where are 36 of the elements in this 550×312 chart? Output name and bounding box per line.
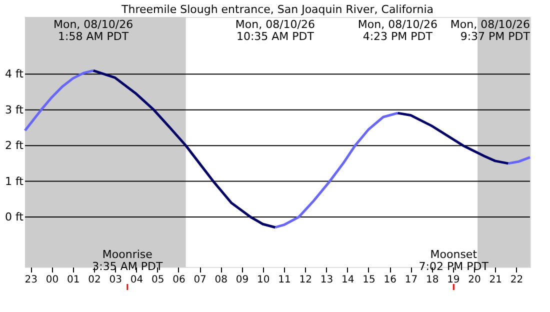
y-tick-label: 4 ft <box>5 68 24 81</box>
x-tick-label: 17 <box>404 274 418 286</box>
x-tick-label: 03 <box>109 274 122 286</box>
x-tick-label: 23 <box>24 274 38 286</box>
y-tick-label: 2 ft <box>5 139 24 152</box>
x-tick-label: 13 <box>320 274 334 286</box>
x-tick-label: 10 <box>257 274 270 286</box>
annotation: Mon, 08/10/26 4:23 PM PDT <box>358 18 438 43</box>
x-tick-label: 04 <box>130 274 144 286</box>
y-tick-label: 0 ft <box>5 210 24 224</box>
x-tick-label: 09 <box>236 274 249 286</box>
x-tick-label: 21 <box>489 274 502 286</box>
annotation: Mon, 08/10/26 1:58 AM PDT <box>53 18 134 43</box>
x-tick-label: 20 <box>468 274 481 286</box>
chart-title: Threemile Slough entrance, San Joaquin River, California <box>120 3 434 16</box>
x-tick-label: 00 <box>46 274 59 286</box>
x-tick-label: 16 <box>384 274 396 286</box>
ref-line-label: Moonset 7:02 PM PDT <box>418 248 489 273</box>
annotation: Mon, 08/10/26 9:37 PM PDT <box>450 18 530 43</box>
x-tick-label: 07 <box>194 274 206 286</box>
x-tick-label: 18 <box>426 274 439 286</box>
x-tick-label: 02 <box>88 274 101 286</box>
x-tick-label: 06 <box>172 274 186 286</box>
x-tick-label: 11 <box>278 274 291 286</box>
y-tick-label: 1 ft <box>5 174 24 188</box>
x-tick-label: 01 <box>66 274 80 286</box>
ref-line-label: Moonrise 3:35 AM PDT <box>92 248 163 273</box>
x-tick-label: 14 <box>341 274 354 286</box>
annotation: Mon, 08/10/26 10:35 AM PDT <box>235 18 316 43</box>
x-tick-label: 22 <box>510 274 524 286</box>
x-tick-label: 08 <box>214 274 228 286</box>
y-tick-label: 3 ft <box>5 103 24 116</box>
x-tick-label: 15 <box>362 274 376 286</box>
x-tick-label: 19 <box>447 274 460 286</box>
x-tick-label: 12 <box>299 274 312 286</box>
x-tick-label: 05 <box>151 274 164 286</box>
